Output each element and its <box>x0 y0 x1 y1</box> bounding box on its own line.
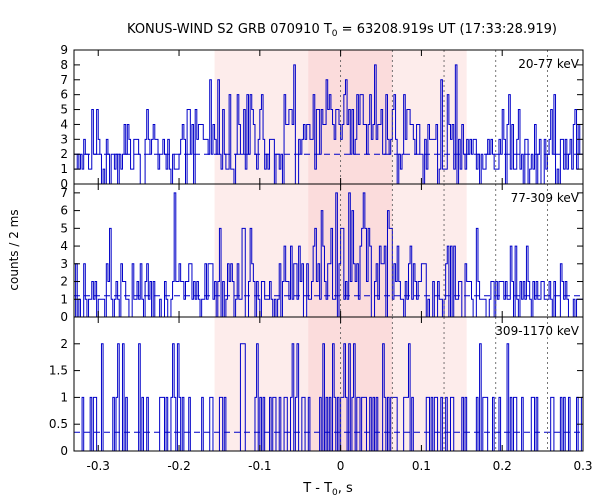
y-tick-label: 2 <box>60 275 68 289</box>
y-tick-label: 3 <box>60 257 68 271</box>
panel-frame <box>73 316 584 452</box>
y-axis-label: counts / 2 ms <box>7 209 21 290</box>
chart-title-main: KONUS-WIND S2 GRB 070910 T <box>127 22 332 37</box>
y-tick-label: 7 <box>60 73 68 87</box>
panel-3: 0 0.5 1 1.5 2 309-1170 keV <box>49 316 584 458</box>
panel-2: 0 1 2 3 4 5 6 7 77-309 keV <box>60 183 584 324</box>
y-tick-label: 0 <box>60 444 68 458</box>
y-tick-label: 4 <box>60 117 68 131</box>
x-axis-label-subscript: 0 <box>332 488 338 498</box>
y-tick-label: 0 <box>60 177 68 191</box>
chart-title-rest: = 63208.919s UT (17:33:28.919) <box>338 22 557 37</box>
count-histogram <box>74 64 583 185</box>
x-axis-label: T - T0, s <box>302 481 353 498</box>
y-tick-label: 5 <box>60 103 68 117</box>
x-tick-label: -0.2 <box>167 459 190 473</box>
y-tick-label: 3 <box>60 132 68 146</box>
y-tick-label: 0.5 <box>49 417 68 431</box>
chart-title: KONUS-WIND S2 GRB 070910 T0 = 63208.919s… <box>127 22 557 39</box>
panel-energy-label: 20-77 keV <box>518 57 580 71</box>
y-tick-label: 4 <box>60 239 68 253</box>
y-tick-label: 6 <box>60 88 68 102</box>
x-tick-label: -0.1 <box>248 459 271 473</box>
x-axis-label-rest: , s <box>338 481 353 496</box>
y-tick-label: 1 <box>60 292 68 306</box>
panel-energy-label: 309-1170 keV <box>495 324 579 338</box>
x-tick-label: 0 <box>337 459 345 473</box>
x-tick-label: -0.3 <box>87 459 110 473</box>
y-tick-label: 1 <box>60 162 68 176</box>
x-tick-label: 0.2 <box>493 459 512 473</box>
y-tick-label: 7 <box>60 186 68 200</box>
x-tick-label: 0.1 <box>412 459 431 473</box>
y-tick-label: 0 <box>60 310 68 324</box>
x-axis-label-main: T - T <box>302 481 332 496</box>
y-tick-label: 1 <box>60 390 68 404</box>
x-tick-label: 0.3 <box>573 459 592 473</box>
y-tick-label: 1.5 <box>49 364 68 378</box>
y-tick-label: 5 <box>60 221 68 235</box>
y-tick-label: 6 <box>60 204 68 218</box>
y-tick-label: 2 <box>60 337 68 351</box>
y-tick-label: 2 <box>60 147 68 161</box>
panel-energy-label: 77-309 keV <box>511 191 580 205</box>
chart-title-subscript: 0 <box>332 29 338 39</box>
y-tick-label: 9 <box>60 43 68 57</box>
y-tick-label: 8 <box>60 58 68 72</box>
